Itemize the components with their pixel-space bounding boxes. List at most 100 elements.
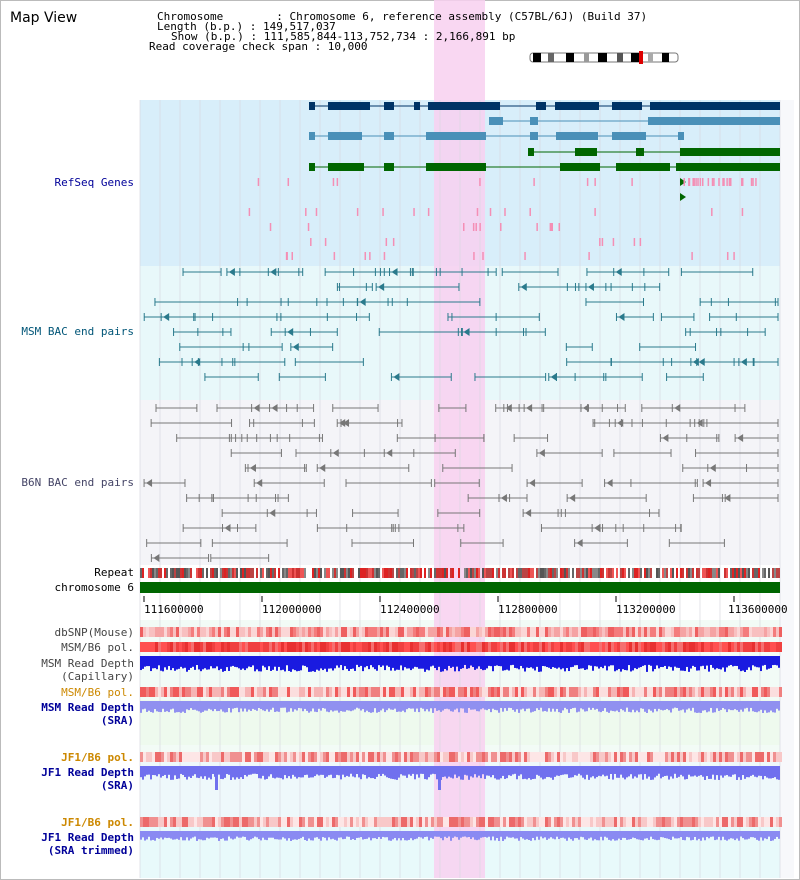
track-label-msm-b6-pol2[interactable]: MSM/B6 pol. <box>61 686 134 699</box>
msm-pol2-cell <box>647 687 650 697</box>
msm-sra-depth-bar <box>740 701 742 710</box>
track-label-repeat[interactable]: Repeat <box>94 566 134 579</box>
jf1-pol2-cell <box>668 817 671 827</box>
jf1-depth-bar <box>628 766 630 777</box>
msm-sra-depth-bar <box>244 701 246 709</box>
msm-cap-depth-bar <box>282 656 284 670</box>
jf1-trim-depth-bar <box>392 831 394 840</box>
refseq-mark <box>729 178 732 186</box>
jf1-trim-depth-bar <box>284 831 286 839</box>
jf1-pol-cell <box>428 752 431 762</box>
jf1-pol-cell <box>518 752 521 762</box>
repeat-block <box>774 568 776 578</box>
msm-pol2-cell <box>482 687 485 697</box>
msm-pol2-cell <box>665 687 668 697</box>
msm-cap-depth-bar <box>374 656 376 670</box>
msm-cap-depth-bar <box>544 656 546 667</box>
track-label-chromosome[interactable]: chromosome 6 <box>54 581 134 594</box>
refseq-mark <box>269 223 272 231</box>
jf1-pol2-cell <box>374 817 377 827</box>
jf1-pol-cell <box>218 752 221 762</box>
track-label-jf1-b6-pol2[interactable]: JF1/B6 pol. <box>61 816 134 829</box>
msm-pol-cell <box>365 642 368 652</box>
repeat-block <box>340 568 342 578</box>
track-label-jf1-depth[interactable]: JF1 Read Depth <box>41 766 134 779</box>
jf1-trim-depth-bar <box>430 831 432 838</box>
jf1-pol-cell <box>329 752 332 762</box>
msm-pol-cell <box>140 642 143 652</box>
msm-sra-depth-bar <box>220 701 222 710</box>
msm-sra-depth-bar <box>518 701 520 713</box>
jf1-pol2-cell <box>320 817 323 827</box>
refseq-mark <box>683 178 685 186</box>
jf1-pol2-cell <box>677 817 680 827</box>
jf1-trim-depth-bar <box>758 831 760 841</box>
msm-pol2-cell <box>179 687 182 697</box>
track-label-jf1-b6-pol[interactable]: JF1/B6 pol. <box>61 751 134 764</box>
jf1-pol2-cell <box>257 817 260 827</box>
jf1-pol-cell <box>293 752 296 762</box>
jf1-pol2-cell <box>350 817 353 827</box>
msm-cap-depth-bar <box>584 656 586 670</box>
msm-cap-depth-bar <box>484 656 486 670</box>
refseq-mark <box>524 252 526 260</box>
jf1-pol2-cell <box>626 817 629 827</box>
msm-sra-depth-bar <box>194 701 196 710</box>
dbsnp-cell <box>302 627 305 637</box>
jf1-pol-cell <box>713 752 716 762</box>
track-label-jf1-trim[interactable]: JF1 Read Depth <box>41 831 134 844</box>
msm-cap-depth-bar <box>620 656 622 672</box>
jf1-depth-bar <box>208 766 210 778</box>
msm-pol2-cell <box>182 687 185 697</box>
jf1-pol2-cell <box>266 817 269 827</box>
track-label-b6n-bac[interactable]: B6N BAC end pairs <box>21 476 134 489</box>
jf1-pol2-cell <box>641 817 644 827</box>
gene-exon <box>328 102 370 110</box>
jf1-pol-cell <box>656 752 659 762</box>
msm-sra-depth-bar <box>294 701 296 710</box>
track-label-dbsnp[interactable]: dbSNP(Mouse) <box>54 626 134 639</box>
jf1-depth-bar <box>346 766 348 776</box>
jf1-trim-depth-bar <box>436 831 438 837</box>
track-label-refseq[interactable]: RefSeq Genes <box>54 176 134 189</box>
msm-pol-cell <box>533 642 536 652</box>
repeat-block <box>548 568 550 578</box>
repeat-block <box>442 568 444 578</box>
msm-pol-cell <box>254 642 257 652</box>
msm-cap-depth-bar <box>432 656 434 666</box>
msm-pol2-cell <box>683 687 686 697</box>
msm-pol-cell <box>743 642 746 652</box>
refseq-mark <box>639 238 642 246</box>
jf1-trim-depth-bar <box>516 831 518 839</box>
msm-sra-depth-bar <box>406 701 408 710</box>
msm-pol2-cell <box>695 687 698 697</box>
track-label-msm-depth-cap[interactable]: MSM Read Depth <box>41 657 134 670</box>
msm-pol-cell <box>584 642 587 652</box>
repeat-block <box>404 568 406 578</box>
gene-exon <box>328 132 362 140</box>
jf1-trim-depth-bar <box>660 831 662 838</box>
msm-cap-depth-bar <box>396 656 398 670</box>
refseq-mark <box>718 178 720 186</box>
jf1-trim-depth-bar <box>302 831 304 837</box>
jf1-depth-bar <box>608 766 610 780</box>
jf1-trim-depth-bar <box>504 831 506 840</box>
jf1-depth-bar <box>662 766 664 777</box>
msm-sra-depth-bar <box>708 701 710 712</box>
jf1-pol-cell <box>401 752 404 762</box>
track-label-msm-depth-sra[interactable]: MSM Read Depth <box>41 701 134 714</box>
jf1-trim-depth-bar <box>678 831 680 839</box>
jf1-depth-bar <box>170 766 172 780</box>
jf1-depth-bar <box>396 766 398 780</box>
msm-cap-depth-bar <box>460 656 462 669</box>
track-label-msm-bac[interactable]: MSM BAC end pairs <box>21 325 134 338</box>
jf1-pol-cell <box>365 752 368 762</box>
repeat-block <box>472 568 474 578</box>
msm-cap-depth-bar <box>688 656 690 672</box>
gene-exon <box>678 132 684 140</box>
msm-cap-depth-bar <box>430 656 432 667</box>
msm-cap-depth-bar <box>164 656 166 668</box>
dbsnp-cell <box>317 627 320 637</box>
track-label-msm-b6-pol[interactable]: MSM/B6 pol. <box>61 641 134 654</box>
jf1-depth-bar <box>354 766 356 778</box>
